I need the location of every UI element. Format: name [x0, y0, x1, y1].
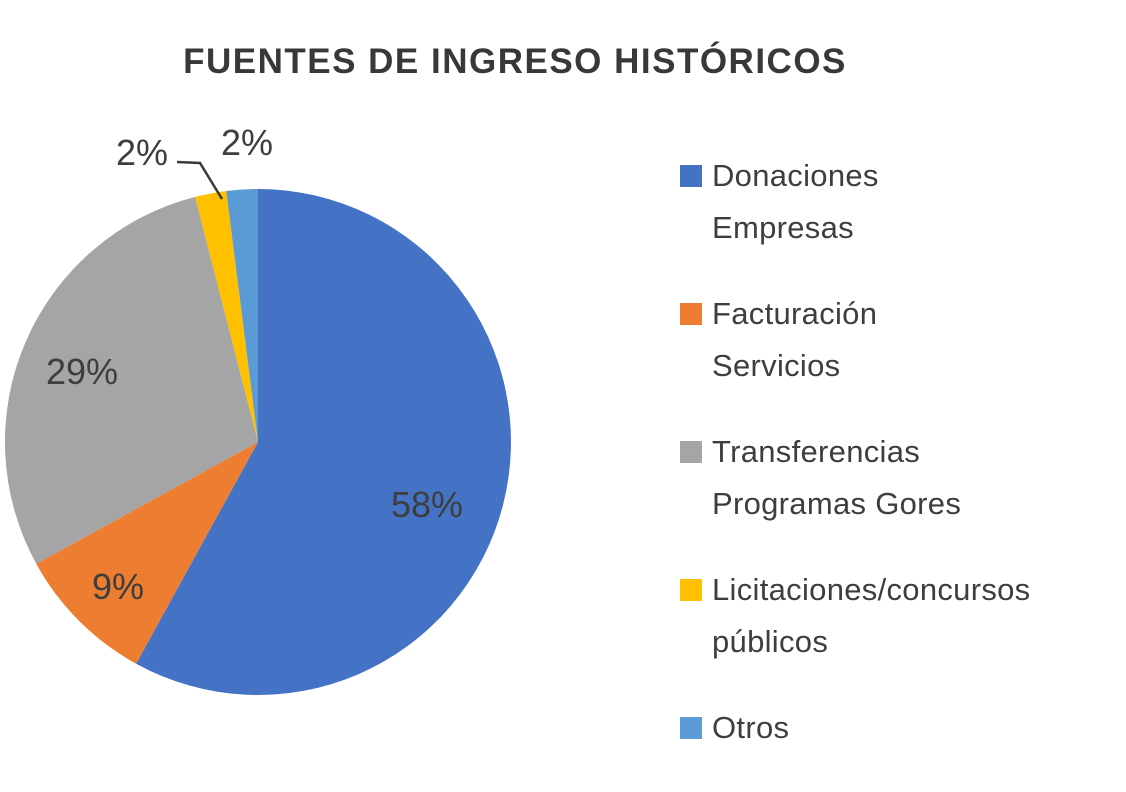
- data-label-licitaciones-concursos-p-blicos: 2%: [116, 132, 168, 173]
- legend-label-donaciones-empresas: Donaciones Empresas: [712, 150, 879, 254]
- legend-swatch-licitaciones-concursos-p-blicos: [680, 579, 702, 601]
- legend-label-line: públicos: [712, 624, 829, 659]
- legend-item-otros: Otros: [680, 702, 1126, 754]
- legend-label-line: Programas Gores: [712, 486, 962, 521]
- legend-label-line: Otros: [712, 710, 790, 745]
- legend-label-facturaci-n-servicios: Facturación Servicios: [712, 288, 877, 392]
- legend-label-otros: Otros: [712, 702, 789, 754]
- pie-slice-donaciones-empresas: [136, 189, 511, 695]
- legend-item-donaciones-empresas: Donaciones Empresas: [680, 150, 1126, 254]
- pie-slice-otros: [226, 189, 258, 442]
- data-label-donaciones-empresas: 58%: [391, 484, 463, 525]
- legend-item-facturaci-n-servicios: Facturación Servicios: [680, 288, 1126, 392]
- pie-slice-licitaciones-concursos-p-blicos: [195, 191, 258, 442]
- legend-label-line: Empresas: [712, 210, 854, 245]
- data-label-transferencias-programas-gores: 29%: [46, 351, 118, 392]
- data-label-otros: 2%: [221, 122, 273, 163]
- legend: Donaciones Empresas Facturación Servicios Tr…: [680, 150, 1126, 788]
- legend-label-licitaciones-concursos-p-blicos: Licitaciones/concursos públicos: [712, 564, 1030, 668]
- legend-label-line: Servicios: [712, 348, 841, 383]
- pie-slice-transferencias-programas-gores: [4, 196, 259, 564]
- legend-swatch-otros: [680, 717, 702, 739]
- data-label-facturaci-n-servicios: 9%: [92, 566, 144, 607]
- chart-title: FUENTES DE INGRESO HISTÓRICOS: [183, 42, 847, 81]
- legend-item-transferencias-programas-gores: Transferencias Programas Gores: [680, 426, 1126, 530]
- legend-label-line: Donaciones: [712, 158, 879, 193]
- legend-swatch-donaciones-empresas: [680, 165, 702, 187]
- pie-slice-facturaci-n-servicios: [36, 442, 258, 664]
- legend-swatch-transferencias-programas-gores: [680, 441, 702, 463]
- legend-label-transferencias-programas-gores: Transferencias Programas Gores: [712, 426, 961, 530]
- legend-swatch-facturaci-n-servicios: [680, 303, 702, 325]
- legend-label-line: Transferencias: [712, 434, 921, 469]
- legend-item-licitaciones-concursos-p-blicos: Licitaciones/concursos públicos: [680, 564, 1126, 668]
- legend-label-line: Facturación: [712, 296, 878, 331]
- leader-line-licitaciones-concursos-p-blicos: [176, 160, 224, 200]
- legend-label-line: Licitaciones/concursos: [712, 572, 1031, 607]
